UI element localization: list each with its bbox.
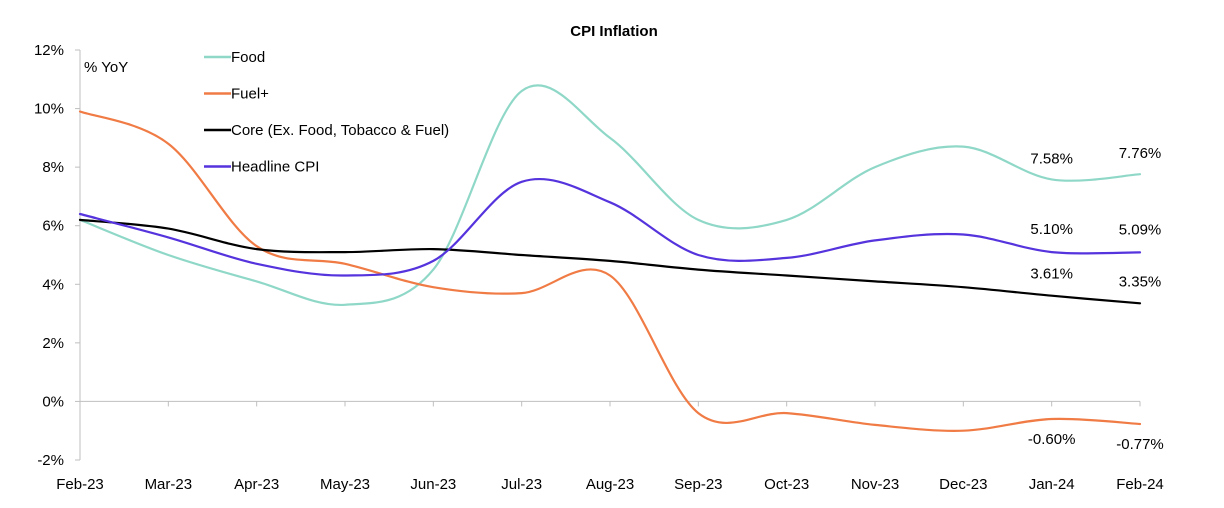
legend-label-food: Food — [231, 49, 265, 66]
series-line-fuel — [78, 110, 1142, 432]
data-label-fuel-jan-24: -0.60% — [1028, 431, 1076, 448]
x-tick-label: Jul-23 — [501, 476, 542, 493]
x-tick-label: Jun-23 — [410, 476, 456, 493]
series-line-core-ex-food-tobacco-fuel — [78, 218, 1142, 305]
legend-label-fuel: Fuel+ — [231, 86, 269, 103]
axes: -2% 0% 2% 4% 6% 8% 10% 12% Feb-23 Mar-23 Apr-23 May… — [34, 42, 1164, 493]
series-line-headline-cpi — [78, 177, 1142, 277]
data-labels: 7.58% 7.76% 5.10% 5.09% 3.61% 3.35% -0.60% -0.7… — [1028, 145, 1164, 453]
legend: Food Fuel+ Core (Ex. Food, Tobacco & Fuel)… — [204, 49, 449, 176]
x-tick-label: Aug-23 — [586, 476, 634, 493]
y-tick-label: 0% — [42, 393, 64, 410]
y-tick-label: 4% — [42, 276, 64, 293]
x-tick-label: Sep-23 — [674, 476, 722, 493]
x-tick-label: Dec-23 — [939, 476, 987, 493]
y-tick-label: 12% — [34, 42, 64, 59]
data-label-core-ex-food-tobacco-fuel-jan-24: 3.61% — [1030, 266, 1073, 283]
data-label-fuel-feb-24: -0.77% — [1116, 436, 1164, 453]
y-tick-label: 6% — [42, 218, 64, 235]
x-tick-label: Feb-23 — [56, 476, 104, 493]
legend-label-core-ex-food-tobacco-fuel: Core (Ex. Food, Tobacco & Fuel) — [231, 122, 449, 139]
y-tick-label: 10% — [34, 101, 64, 118]
y-tick-label: 8% — [42, 159, 64, 176]
x-tick-label: Apr-23 — [234, 476, 279, 493]
data-label-food-feb-24: 7.76% — [1119, 145, 1162, 162]
y-tick-label: -2% — [37, 452, 64, 469]
y-tick-label: 2% — [42, 335, 64, 352]
data-label-core-ex-food-tobacco-fuel-feb-24: 3.35% — [1119, 273, 1162, 290]
unit-label: % YoY — [84, 59, 128, 76]
data-label-headline-cpi-feb-24: 5.09% — [1119, 221, 1162, 238]
x-tick-label: Nov-23 — [851, 476, 899, 493]
x-tick-label: May-23 — [320, 476, 370, 493]
series-line-food — [78, 84, 1142, 306]
series-lines — [78, 84, 1142, 432]
data-label-food-jan-24: 7.58% — [1030, 150, 1073, 167]
x-tick-label: Jan-24 — [1029, 476, 1075, 493]
chart-title: CPI Inflation — [570, 23, 658, 40]
x-tick-label: Oct-23 — [764, 476, 809, 493]
x-tick-label: Feb-24 — [1116, 476, 1164, 493]
data-label-headline-cpi-jan-24: 5.10% — [1030, 221, 1073, 238]
legend-label-headline-cpi: Headline CPI — [231, 159, 319, 176]
x-tick-label: Mar-23 — [145, 476, 193, 493]
